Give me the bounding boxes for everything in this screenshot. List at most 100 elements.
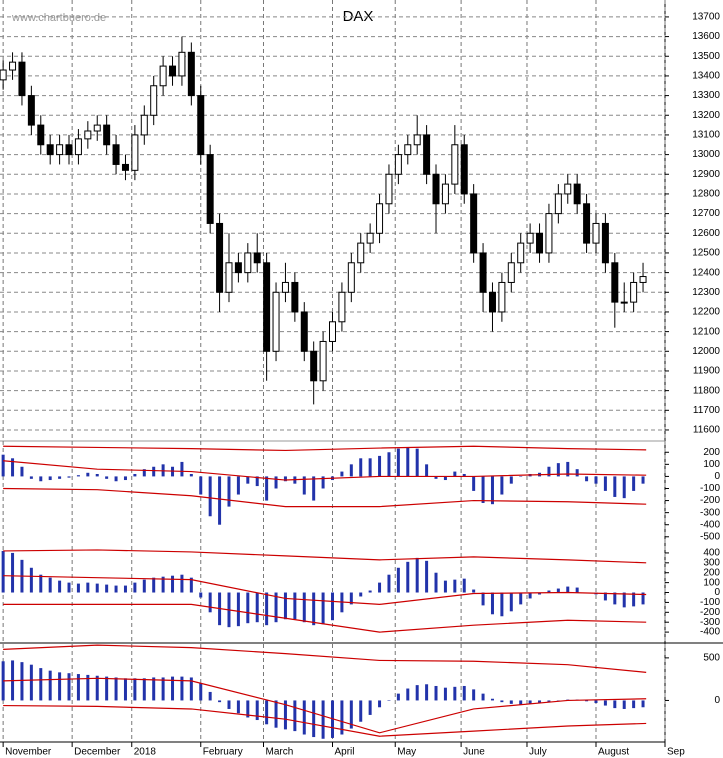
histogram-bar [425, 560, 429, 593]
candle-body [319, 340, 327, 382]
candle-body [103, 124, 111, 146]
histogram-bar [603, 700, 607, 706]
y-tick-label: 12000 [692, 346, 720, 357]
histogram-bar [123, 476, 127, 481]
histogram-bar [472, 476, 476, 491]
histogram-bar [227, 700, 231, 709]
histogram-bar [453, 471, 457, 477]
candle-body [178, 51, 186, 77]
candle-body [244, 252, 252, 274]
histogram-bar [453, 579, 457, 593]
candle-body [479, 252, 487, 293]
y-tick-label: 11600 [693, 425, 721, 436]
candle-body [498, 281, 506, 313]
y-tick-label: 100 [703, 577, 720, 588]
histogram-bar [48, 577, 52, 593]
histogram-bar [641, 700, 645, 708]
histogram-bar [1, 454, 5, 477]
x-tick-label: May [397, 747, 416, 758]
candle-body [573, 183, 581, 205]
histogram-bar [67, 476, 71, 478]
histogram-bar [246, 476, 250, 484]
candle-body [18, 61, 26, 97]
x-tick-label: August [598, 747, 629, 758]
candle-body [0, 69, 7, 81]
histogram-bar [443, 580, 447, 593]
candle-body [526, 232, 534, 244]
histogram-bar [349, 592, 353, 605]
histogram-bar [312, 700, 316, 738]
candle-body [545, 213, 553, 254]
histogram-bar [378, 582, 382, 593]
candle-body [9, 61, 17, 71]
histogram-bar [622, 476, 626, 499]
y-tick-label: 12100 [692, 326, 720, 337]
histogram-bar [274, 700, 278, 728]
histogram-bar [622, 700, 626, 709]
histogram-bar [39, 668, 43, 701]
candle-body [394, 154, 402, 175]
histogram-bar [208, 476, 212, 517]
y-tick-label: -100 [700, 483, 720, 494]
histogram-bar [500, 700, 504, 703]
candle-body [338, 291, 346, 323]
histogram-bar [265, 700, 269, 725]
y-tick-label: 11900 [693, 366, 721, 377]
candle-body [583, 203, 591, 244]
histogram-bar [632, 476, 636, 491]
x-tick-label: July [529, 747, 547, 758]
histogram-bar [585, 476, 589, 482]
y-tick-label: 100 [703, 459, 720, 470]
histogram-bar [566, 586, 570, 593]
histogram-bar [575, 469, 579, 477]
candle-body [225, 262, 233, 293]
histogram-bar [622, 592, 626, 608]
y-tick-label: -500 [700, 531, 720, 542]
histogram-bar [603, 476, 607, 491]
histogram-bar [472, 689, 476, 701]
histogram-bar [632, 700, 636, 709]
histogram-bar [509, 476, 513, 484]
candle-body [140, 114, 148, 136]
y-tick-label: -400 [700, 519, 720, 530]
histogram-bar [114, 585, 118, 593]
histogram-bar [142, 579, 146, 593]
histogram-bar [490, 698, 494, 701]
candle-body [46, 144, 54, 156]
candle-body [347, 262, 355, 293]
y-tick-label: 13000 [692, 149, 720, 160]
y-tick-label: 13600 [692, 31, 720, 42]
y-tick-label: 12600 [692, 228, 720, 239]
candle-body [451, 144, 459, 185]
histogram-bar [114, 476, 118, 482]
candle-body [376, 203, 384, 234]
histogram-bar [443, 476, 447, 481]
histogram-bar [133, 473, 137, 477]
histogram-bar [368, 458, 372, 477]
candle-body [357, 242, 365, 264]
candle-body [385, 173, 393, 205]
histogram-bar [58, 476, 62, 479]
y-tick-label: 500 [703, 653, 720, 664]
candle-body [27, 95, 35, 126]
candle-body [65, 144, 73, 156]
histogram-bar [425, 464, 429, 477]
histogram-bar [123, 678, 127, 701]
histogram-bar [218, 476, 222, 525]
histogram-bar [500, 476, 504, 495]
watermark: www.chartbuero.de [11, 12, 106, 24]
histogram-bar [39, 574, 43, 593]
histogram-bar [547, 466, 551, 477]
histogram-bar [538, 592, 542, 595]
histogram-bar [378, 700, 382, 708]
histogram-bar [95, 473, 99, 477]
histogram-bar [86, 472, 90, 477]
candle-body [121, 163, 129, 171]
band-line [3, 704, 647, 737]
histogram-bar [519, 700, 523, 705]
y-tick-label: 13300 [692, 90, 720, 101]
histogram-bar [283, 592, 287, 620]
histogram-bar [321, 592, 325, 625]
y-tick-label: 13100 [692, 130, 720, 141]
histogram-bar [95, 675, 99, 701]
